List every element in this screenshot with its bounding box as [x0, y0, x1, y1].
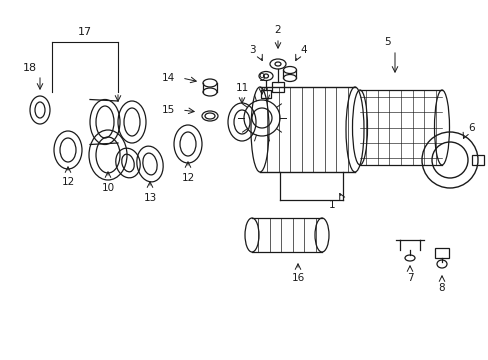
- Bar: [471, 155, 483, 165]
- Text: 1: 1: [328, 200, 335, 210]
- Bar: [434, 248, 448, 258]
- Bar: [271, 82, 284, 92]
- Text: 3: 3: [248, 45, 255, 55]
- Text: 5: 5: [384, 37, 390, 47]
- Text: 13: 13: [143, 193, 156, 203]
- Text: 16: 16: [291, 273, 304, 283]
- Text: 15: 15: [161, 105, 174, 115]
- Bar: [261, 90, 270, 98]
- Text: 9: 9: [258, 73, 265, 83]
- Text: 18: 18: [23, 63, 37, 73]
- Text: 14: 14: [161, 73, 174, 83]
- Text: 2: 2: [274, 25, 281, 35]
- Text: 8: 8: [438, 283, 445, 293]
- Text: 7: 7: [406, 273, 412, 283]
- Text: 17: 17: [78, 27, 92, 37]
- Text: 6: 6: [468, 123, 474, 133]
- Text: 12: 12: [61, 177, 75, 187]
- Text: 12: 12: [181, 173, 194, 183]
- Text: 10: 10: [101, 183, 114, 193]
- Text: 11: 11: [235, 83, 248, 93]
- Text: 4: 4: [300, 45, 306, 55]
